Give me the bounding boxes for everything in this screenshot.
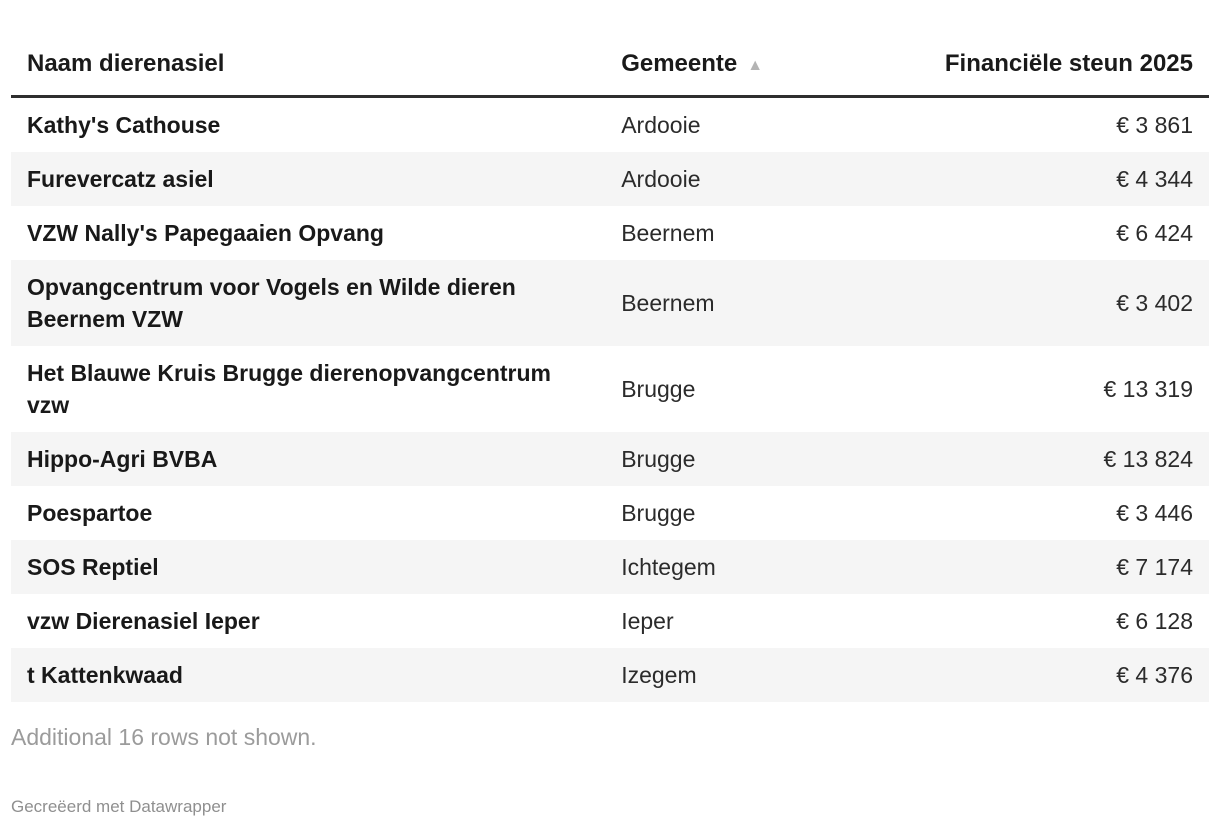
cell-steun: € 3 402 xyxy=(855,260,1209,346)
sort-ascending-icon[interactable]: ▲ xyxy=(747,57,764,74)
table-row: Hippo-Agri BVBA Brugge € 13 824 xyxy=(11,432,1209,486)
cell-gemeente: Ichtegem xyxy=(605,540,856,594)
column-header-gemeente[interactable]: Gemeente ▲ xyxy=(605,24,856,98)
column-header-naam-dierenasiel[interactable]: Naam dierenasiel xyxy=(11,24,606,98)
cell-steun: € 6 128 xyxy=(855,594,1209,648)
cell-steun: € 13 319 xyxy=(855,346,1209,432)
header-row: Naam dierenasiel Gemeente ▲ Financiële st… xyxy=(11,24,1209,98)
cell-steun: € 3 446 xyxy=(855,486,1209,540)
table-row: Kathy's Cathouse Ardooie € 3 861 xyxy=(11,96,1209,152)
cell-naam: t Kattenkwaad xyxy=(11,648,606,702)
cell-gemeente: Ardooie xyxy=(605,96,856,152)
cell-gemeente: Beernem xyxy=(605,260,856,346)
cell-naam: Hippo-Agri BVBA xyxy=(11,432,606,486)
table-row: Poespartoe Brugge € 3 446 xyxy=(11,486,1209,540)
column-header-label: Financiële steun 2025 xyxy=(944,50,1193,77)
column-header-label: Gemeente xyxy=(621,50,738,77)
cell-naam: Poespartoe xyxy=(11,486,606,540)
cell-steun: € 6 424 xyxy=(855,206,1209,260)
cell-naam: Het Blauwe Kruis Brugge dierenopvangcent… xyxy=(11,346,606,432)
rows-not-shown-note: Additional 16 rows not shown. xyxy=(11,724,317,750)
cell-gemeente: Brugge xyxy=(605,486,856,540)
cell-gemeente: Izegem xyxy=(605,648,856,702)
cell-naam: SOS Reptiel xyxy=(11,540,606,594)
cell-gemeente: Brugge xyxy=(605,346,856,432)
table-row: Furevercatz asiel Ardooie € 4 344 xyxy=(11,152,1209,206)
cell-gemeente: Beernem xyxy=(605,206,856,260)
cell-naam: vzw Dierenasiel Ieper xyxy=(11,594,606,648)
table-row: t Kattenkwaad Izegem € 4 376 xyxy=(11,648,1209,702)
cell-steun: € 3 861 xyxy=(855,96,1209,152)
cell-gemeente: Brugge xyxy=(605,432,856,486)
table-row: Opvangcentrum voor Vogels en Wilde diere… xyxy=(11,260,1209,346)
table-header: Naam dierenasiel Gemeente ▲ Financiële st… xyxy=(11,24,1209,98)
cell-naam: VZW Nally's Papegaaien Opvang xyxy=(11,206,606,260)
cell-steun: € 4 344 xyxy=(855,152,1209,206)
column-header-financiele-steun[interactable]: Financiële steun 2025 xyxy=(855,24,1209,98)
datawrapper-credit: Gecreëerd met Datawrapper xyxy=(11,797,227,816)
table-row: SOS Reptiel Ichtegem € 7 174 xyxy=(11,540,1209,594)
cell-gemeente: Ieper xyxy=(605,594,856,648)
cell-steun: € 13 824 xyxy=(855,432,1209,486)
cell-naam: Kathy's Cathouse xyxy=(11,96,606,152)
cell-steun: € 4 376 xyxy=(855,648,1209,702)
column-header-label: Naam dierenasiel xyxy=(27,50,225,77)
table-row: Het Blauwe Kruis Brugge dierenopvangcent… xyxy=(11,346,1209,432)
table-row: vzw Dierenasiel Ieper Ieper € 6 128 xyxy=(11,594,1209,648)
financial-support-table: Naam dierenasiel Gemeente ▲ Financiële st… xyxy=(11,24,1209,702)
table-row: VZW Nally's Papegaaien Opvang Beernem € 6 … xyxy=(11,206,1209,260)
cell-steun: € 7 174 xyxy=(855,540,1209,594)
cell-naam: Furevercatz asiel xyxy=(11,152,606,206)
cell-naam: Opvangcentrum voor Vogels en Wilde diere… xyxy=(11,260,606,346)
cell-gemeente: Ardooie xyxy=(605,152,856,206)
table-body: Kathy's Cathouse Ardooie € 3 861 Furevercat… xyxy=(11,96,1209,702)
